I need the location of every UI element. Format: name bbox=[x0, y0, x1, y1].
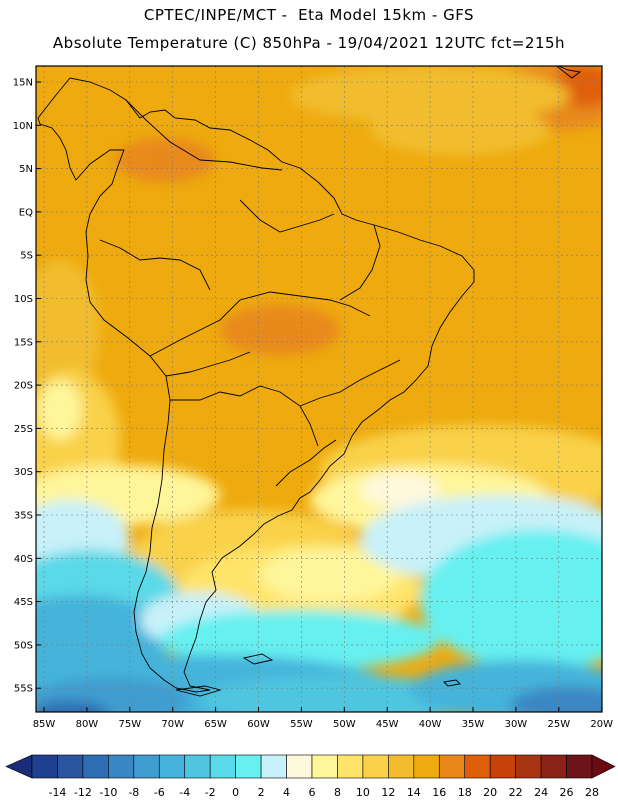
lon-label: 70W bbox=[161, 719, 184, 730]
lon-label: 40W bbox=[419, 719, 442, 730]
colorbar-swatch bbox=[515, 754, 542, 779]
map-subtitle: Absolute Temperature (C) 850hPa - 19/04/… bbox=[52, 34, 566, 52]
colorbar-swatch bbox=[184, 754, 211, 779]
map-title: CPTEC/INPE/MCT - Eta Model 15km - GFS bbox=[143, 6, 475, 24]
colorbar-label: 10 bbox=[356, 786, 370, 799]
colorbar-label: 20 bbox=[483, 786, 497, 799]
colorbar-label: 24 bbox=[534, 786, 548, 799]
lat-label: 35S bbox=[14, 511, 33, 522]
lon-label: 45W bbox=[376, 719, 399, 730]
colorbar-label: 14 bbox=[407, 786, 421, 799]
colorbar-label: 26 bbox=[560, 786, 574, 799]
colorbar-swatch bbox=[337, 754, 364, 779]
colorbar-swatch bbox=[311, 754, 338, 779]
graticule bbox=[36, 66, 603, 712]
colorbar-label: 2 bbox=[258, 786, 265, 799]
temperature-field bbox=[36, 66, 602, 712]
colorbar-swatch bbox=[388, 754, 415, 779]
colorbar-swatch bbox=[540, 754, 567, 779]
lon-label: 20W bbox=[590, 719, 613, 730]
colorbar-swatch bbox=[82, 754, 109, 779]
lat-label: EQ bbox=[19, 207, 33, 218]
lat-label: 45S bbox=[14, 597, 33, 608]
colorbar-label: -2 bbox=[205, 786, 216, 799]
colorbar-swatch bbox=[464, 754, 491, 779]
lon-label: 55W bbox=[290, 719, 313, 730]
lat-label: 50S bbox=[14, 640, 33, 651]
colorbar-swatch bbox=[209, 754, 236, 779]
colorbar-swatch bbox=[108, 754, 135, 779]
lat-label: 15N bbox=[13, 78, 33, 89]
colorbar-swatch bbox=[413, 754, 440, 779]
lon-label: 65W bbox=[204, 719, 227, 730]
lat-label: 40S bbox=[14, 554, 33, 565]
lat-label: 20S bbox=[14, 381, 33, 392]
colorbar-swatch bbox=[235, 754, 262, 779]
lat-label: 55S bbox=[14, 684, 33, 695]
colorbar-swatch bbox=[489, 754, 516, 779]
colorbar: -14 -12 -10 -8 -6 -4 -2 0 2 4 6 8 10 12 14 16 18 20 22 24 26… bbox=[5, 754, 616, 799]
lon-label: 60W bbox=[247, 719, 270, 730]
colorbar-label: 16 bbox=[432, 786, 446, 799]
colorbar-label: -10 bbox=[99, 786, 117, 799]
lon-label: 50W bbox=[333, 719, 356, 730]
colorbar-label: 4 bbox=[283, 786, 290, 799]
colorbar-low-cap bbox=[5, 754, 33, 779]
colorbar-label: -14 bbox=[48, 786, 66, 799]
colorbar-swatch bbox=[57, 754, 84, 779]
colorbar-label: -8 bbox=[128, 786, 139, 799]
colorbar-label: 28 bbox=[585, 786, 599, 799]
lon-label: 25W bbox=[547, 719, 570, 730]
lat-label: 10N bbox=[13, 121, 33, 132]
colorbar-swatch bbox=[286, 754, 313, 779]
coastlines bbox=[37, 66, 582, 697]
colorbar-label: 18 bbox=[458, 786, 472, 799]
colorbar-swatch bbox=[362, 754, 389, 779]
colorbar-high-cap bbox=[591, 754, 616, 779]
map-frame bbox=[35, 65, 603, 713]
colorbar-label: -12 bbox=[74, 786, 92, 799]
lat-label: 25S bbox=[14, 424, 33, 435]
colorbar-label: 12 bbox=[381, 786, 395, 799]
lon-label: 30W bbox=[505, 719, 528, 730]
colorbar-label: 8 bbox=[334, 786, 341, 799]
lon-label: 85W bbox=[33, 719, 56, 730]
colorbar-label: 6 bbox=[309, 786, 316, 799]
lon-label: 35W bbox=[462, 719, 485, 730]
lat-label: 5N bbox=[19, 164, 33, 175]
lat-label: 15S bbox=[14, 337, 33, 348]
colorbar-label: 0 bbox=[232, 786, 239, 799]
colorbar-swatch bbox=[260, 754, 287, 779]
colorbar-label: 22 bbox=[509, 786, 523, 799]
lat-label: 5S bbox=[20, 251, 33, 262]
colorbar-swatch bbox=[566, 754, 593, 779]
colorbar-label: -6 bbox=[154, 786, 165, 799]
longitude-labels: 85W 80W 75W 70W 65W 60W 55W 50W 45W 40W 35W 30W 25W 2… bbox=[33, 707, 613, 730]
lon-label: 80W bbox=[76, 719, 99, 730]
lat-label: 10S bbox=[14, 294, 33, 305]
colorbar-swatch bbox=[133, 754, 160, 779]
latitude-labels: 15N 10N 5N EQ 5S 10S 15S 20S 25S 30S 35S 40S 45S 50S 5… bbox=[13, 78, 41, 695]
lon-label: 75W bbox=[118, 719, 141, 730]
colorbar-swatch bbox=[158, 754, 186, 779]
colorbar-swatch bbox=[438, 754, 466, 779]
colorbar-swatch bbox=[31, 754, 58, 779]
colorbar-label: -4 bbox=[179, 786, 190, 799]
lat-label: 30S bbox=[14, 467, 33, 478]
